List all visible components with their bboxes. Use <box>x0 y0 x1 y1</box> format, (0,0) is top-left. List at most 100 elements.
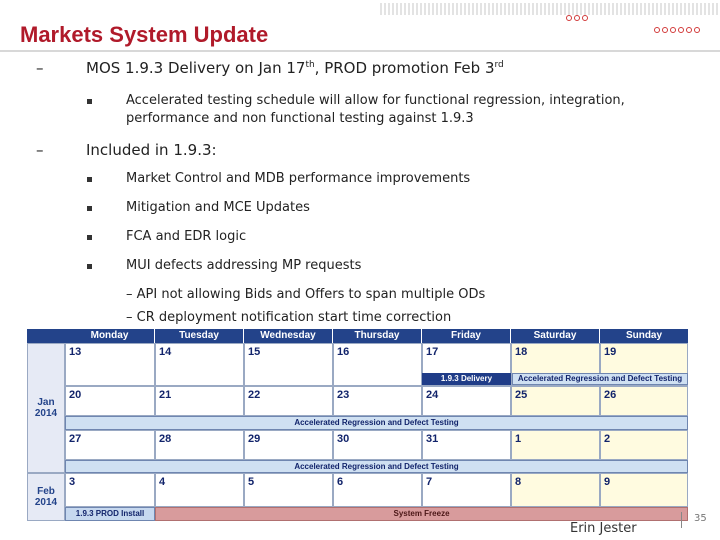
day-cell: 30 <box>333 430 422 460</box>
day-number: 16 <box>337 346 350 358</box>
month-label-jan: Jan 2014 <box>27 343 65 473</box>
bullet-fca-edr: FCA and EDR logic <box>126 229 247 244</box>
bullet-delivery-text-a: MOS 1.9.3 Delivery on Jan 17 <box>86 59 306 77</box>
header-blank <box>27 329 65 343</box>
bullet-mitigation: Mitigation and MCE Updates <box>126 200 310 215</box>
square-bullet-icon <box>87 235 92 240</box>
day-cell: 5 <box>244 473 333 507</box>
bullet-accelerated-testing: Accelerated testing schedule will allow … <box>126 93 625 126</box>
day-cell: 22 <box>244 386 333 416</box>
dot-icon <box>654 27 660 33</box>
system-freeze-bar: System Freeze <box>155 507 688 521</box>
day-number: 31 <box>426 433 439 445</box>
day-number: 6 <box>337 476 344 488</box>
day-cell: 14 <box>155 343 244 386</box>
bullet-dash: – <box>36 59 44 77</box>
day-cell-weekend: 9 <box>600 473 688 507</box>
dot-icon <box>694 27 700 33</box>
day-number: 23 <box>337 389 350 401</box>
header-tuesday: Tuesday <box>155 329 243 343</box>
day-cell: 6 <box>333 473 422 507</box>
day-cell: 23 <box>333 386 422 416</box>
release-calendar: Monday Tuesday Wednesday Thursday Friday… <box>27 329 688 521</box>
page-number: 35 <box>694 513 707 524</box>
subbullet-api: – API not allowing Bids and Offers to sp… <box>126 287 486 302</box>
bullet-included: Included in 1.9.3: <box>86 141 217 159</box>
header-wednesday: Wednesday <box>244 329 332 343</box>
day-number: 15 <box>248 346 261 358</box>
author-name: Erin Jester <box>570 521 637 536</box>
day-cell-weekend: 25 <box>511 386 600 416</box>
dot-icon <box>566 15 572 21</box>
accel-testing-weekend-bar: Accelerated Regression and Defect Testin… <box>512 373 688 385</box>
day-cell: 7 <box>422 473 511 507</box>
header-dots-row-2 <box>654 27 700 33</box>
delivery-bar: 1.9.3 Delivery <box>422 373 511 385</box>
bullet-delivery-sup-a: th <box>305 60 315 70</box>
prod-install-bar: 1.9.3 PROD Install <box>65 507 155 521</box>
dot-icon <box>662 27 668 33</box>
footer-divider <box>681 512 682 528</box>
square-bullet-icon <box>87 206 92 211</box>
day-number: 4 <box>159 476 166 488</box>
day-number: 18 <box>515 346 528 358</box>
day-number: 2 <box>604 433 611 445</box>
bullet-dash: – <box>36 141 44 159</box>
day-cell: 3 <box>65 473 155 507</box>
day-number: 13 <box>69 346 82 358</box>
header-sunday: Sunday <box>600 329 688 343</box>
header-decoration <box>380 3 720 15</box>
day-number: 29 <box>248 433 261 445</box>
bullet-delivery-sup-b: rd <box>494 60 504 70</box>
accel-testing-week3-bar: Accelerated Regression and Defect Testin… <box>65 460 688 473</box>
header-thursday: Thursday <box>333 329 421 343</box>
dot-icon <box>678 27 684 33</box>
day-cell-weekend: 2 <box>600 430 688 460</box>
day-number: 8 <box>515 476 522 488</box>
accel-testing-week2-bar: Accelerated Regression and Defect Testin… <box>65 416 688 430</box>
square-bullet-icon <box>87 264 92 269</box>
day-number: 20 <box>69 389 82 401</box>
day-cell: 16 <box>333 343 422 386</box>
title-divider <box>0 50 720 52</box>
day-cell: 24 <box>422 386 511 416</box>
bullet-mui-defects: MUI defects addressing MP requests <box>126 258 362 273</box>
day-number: 24 <box>426 389 439 401</box>
day-number: 9 <box>604 476 611 488</box>
day-number: 19 <box>604 346 617 358</box>
day-number: 14 <box>159 346 172 358</box>
day-cell: 31 <box>422 430 511 460</box>
square-bullet-icon <box>87 99 92 104</box>
dot-icon <box>582 15 588 21</box>
slide-title: Markets System Update <box>20 22 269 47</box>
header-saturday: Saturday <box>511 329 599 343</box>
header-dots-row-1 <box>566 15 588 21</box>
day-number: 26 <box>604 389 617 401</box>
day-number: 3 <box>69 476 76 488</box>
day-cell: 4 <box>155 473 244 507</box>
day-number: 1 <box>515 433 522 445</box>
bullet-market-control: Market Control and MDB performance impro… <box>126 171 471 186</box>
day-number: 22 <box>248 389 261 401</box>
bullet-delivery: MOS 1.9.3 Delivery on Jan 17th, PROD pro… <box>86 59 504 77</box>
day-cell: 27 <box>65 430 155 460</box>
bullet-delivery-text-b: , PROD promotion Feb 3 <box>314 59 495 77</box>
month-label-feb: Feb 2014 <box>27 473 65 521</box>
day-cell: 13 <box>65 343 155 386</box>
day-cell-weekend: 26 <box>600 386 688 416</box>
square-bullet-icon <box>87 177 92 182</box>
day-cell: 20 <box>65 386 155 416</box>
day-number: 30 <box>337 433 350 445</box>
day-number: 21 <box>159 389 172 401</box>
day-number: 5 <box>248 476 255 488</box>
day-number: 25 <box>515 389 528 401</box>
subbullet-cr: – CR deployment notification start time … <box>126 310 452 325</box>
day-number: 17 <box>426 346 439 358</box>
day-cell: 15 <box>244 343 333 386</box>
day-number: 7 <box>426 476 433 488</box>
dot-icon <box>686 27 692 33</box>
day-cell: 29 <box>244 430 333 460</box>
header-friday: Friday <box>422 329 510 343</box>
day-cell-weekend: 8 <box>511 473 600 507</box>
day-cell: 28 <box>155 430 244 460</box>
